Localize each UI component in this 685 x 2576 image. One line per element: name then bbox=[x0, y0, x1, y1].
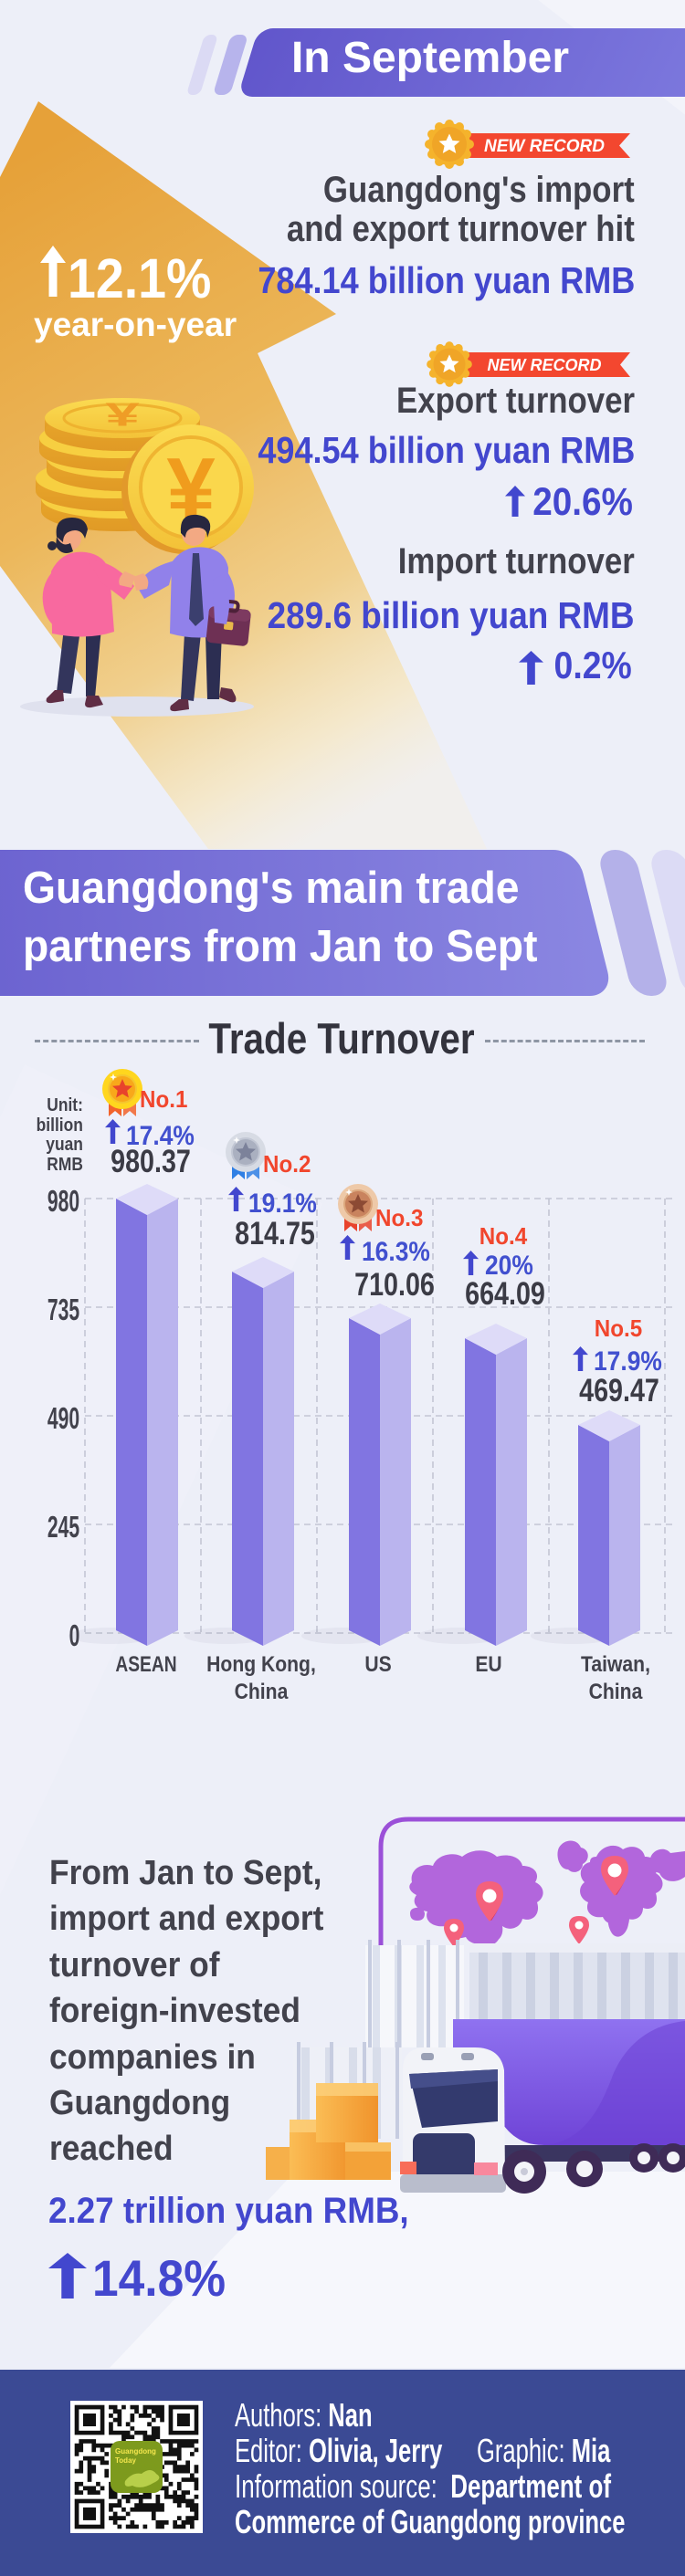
svg-text:¥: ¥ bbox=[105, 397, 139, 434]
svg-text:NEW RECORD: NEW RECORD bbox=[488, 356, 602, 374]
svg-text:Today: Today bbox=[115, 2456, 137, 2465]
svg-text:NEW RECORD: NEW RECORD bbox=[484, 137, 605, 156]
svg-text:Guangdong: Guangdong bbox=[115, 2447, 156, 2456]
